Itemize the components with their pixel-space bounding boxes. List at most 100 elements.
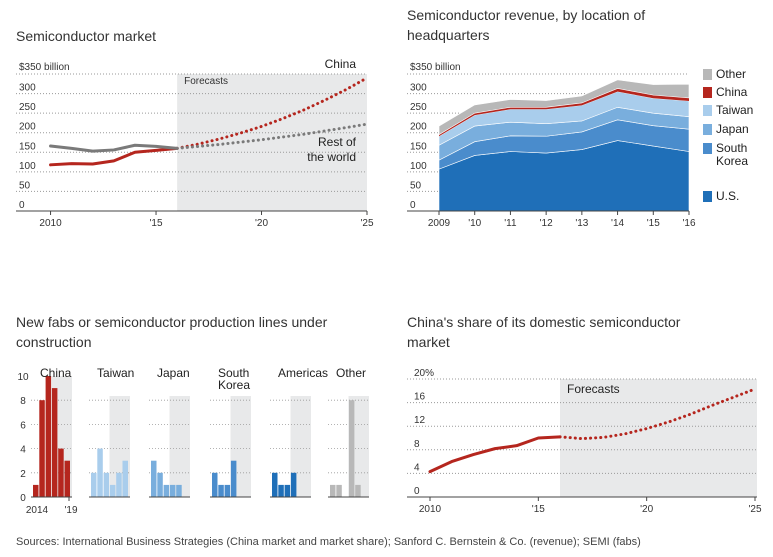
legend-label-south-korea: Korea — [716, 154, 748, 168]
y-tick-label: 150 — [410, 141, 427, 152]
china-line — [49, 146, 179, 167]
y-tick-label: 4 — [414, 462, 420, 473]
x-tick-label: 2010 — [419, 504, 442, 515]
americas-bar — [278, 484, 284, 497]
taiwan-bar — [116, 472, 122, 497]
legend-swatch-japan — [703, 124, 712, 135]
south-korea-bar — [212, 472, 218, 497]
fabs-title-line-2: construction — [16, 334, 92, 350]
x-tick-label: '15 — [647, 218, 660, 229]
china-share-line — [428, 435, 562, 474]
y-tick-label: 12 — [414, 415, 426, 426]
share-chart-title: China's share of its domestic semiconduc… — [407, 312, 680, 352]
legend-label-taiwan: Taiwan — [716, 103, 753, 117]
other-group-label: Other — [336, 366, 366, 380]
china-group-label: China — [40, 366, 72, 380]
revenue-chart-title: Semiconductor revenue, by location of he… — [407, 5, 645, 45]
rest-of-world-line — [49, 143, 179, 153]
y-tick-label: 50 — [410, 180, 422, 191]
revenue-title-line-2: headquarters — [407, 27, 490, 43]
y-tick-label: 100 — [410, 161, 427, 172]
y-tick-label: $350 billion — [19, 62, 70, 73]
china-forecast-line — [175, 76, 369, 150]
other-bar — [348, 400, 355, 497]
rest-of-world-annotation-1: Rest of — [318, 135, 357, 149]
china-bar — [64, 460, 70, 497]
x-tick-label: '20 — [640, 504, 653, 515]
y-tick-label: $350 billion — [410, 62, 461, 73]
x-tick-label: 2010 — [39, 218, 62, 229]
forecast-label: Forecasts — [567, 382, 620, 396]
japan-bar — [157, 472, 163, 497]
y-tick-label: 16 — [414, 392, 426, 403]
other-bar — [330, 484, 336, 497]
legend-swatch-south-korea — [703, 143, 712, 154]
y-tick-label: 200 — [19, 122, 36, 133]
y-tick-label: 0 — [19, 200, 25, 211]
americas-group-label: Americas — [278, 366, 328, 380]
americas-bar — [284, 484, 291, 497]
y-tick-label: 150 — [19, 141, 36, 152]
y-tick-label: 0 — [414, 486, 420, 497]
south-korea-bar — [218, 484, 224, 497]
china-bar — [45, 376, 52, 497]
china-area — [439, 88, 689, 137]
china-bar — [58, 448, 64, 497]
x-tick-label: '13 — [575, 218, 588, 229]
y-tick-label: 0 — [20, 493, 26, 504]
sources-note: Sources: International Business Strategi… — [16, 536, 641, 548]
fabs-title-line-1: New fabs or semiconductor production lin… — [16, 314, 328, 330]
china-bar — [39, 400, 45, 497]
y-tick-label: 8 — [20, 396, 26, 407]
y-tick-label: 300 — [19, 83, 36, 94]
south-korea-bar — [224, 484, 231, 497]
x-tick-label: '25 — [748, 504, 761, 515]
y-tick-label: 100 — [19, 161, 36, 172]
y-tick-label: 300 — [410, 83, 427, 94]
x-tick-label: '25 — [360, 218, 373, 229]
x-tick-label: '19 — [64, 505, 77, 516]
x-tick-label: '15 — [532, 504, 545, 515]
forecast-region — [177, 74, 367, 211]
americas-bar — [272, 472, 278, 497]
legend-swatch-china — [703, 87, 712, 98]
taiwan-group-label: Taiwan — [97, 366, 134, 380]
legend-label-china: China — [716, 85, 748, 99]
taiwan-bar — [103, 472, 110, 497]
y-tick-label: 10 — [17, 372, 29, 383]
south-korea-group-label: South — [218, 366, 249, 380]
japan-bar — [169, 484, 176, 497]
japan-bar — [176, 484, 182, 497]
y-tick-label: 20% — [414, 368, 434, 379]
y-tick-label: 8 — [414, 439, 420, 450]
other-area — [438, 79, 690, 136]
rest-of-world-annotation-2: the world — [307, 150, 356, 164]
x-tick-label: '11 — [504, 218, 517, 229]
x-tick-label: '15 — [150, 218, 163, 229]
y-tick-label: 0 — [410, 200, 416, 211]
forecast-region-japan — [169, 396, 190, 497]
y-tick-label: 250 — [19, 102, 36, 113]
legend-swatch-taiwan — [703, 105, 712, 116]
other-bar — [336, 484, 342, 497]
y-tick-label: 4 — [20, 445, 26, 456]
taiwan-bar — [97, 448, 103, 497]
legend-swatch-other — [703, 69, 712, 80]
other-bar — [355, 484, 361, 497]
china-bar — [51, 388, 58, 497]
x-tick-label: '12 — [540, 218, 553, 229]
forecast-region — [560, 379, 757, 497]
y-tick-label: 6 — [20, 420, 26, 431]
legend-label-south-korea: South — [716, 141, 747, 155]
china-bar — [33, 484, 39, 497]
china-share-forecast-line — [558, 387, 757, 441]
share-title-line-2: market — [407, 334, 450, 350]
x-tick-label: '14 — [611, 218, 624, 229]
legend-label-japan: Japan — [716, 122, 749, 136]
south-korea-bar — [230, 460, 237, 497]
x-tick-label: '20 — [255, 218, 268, 229]
